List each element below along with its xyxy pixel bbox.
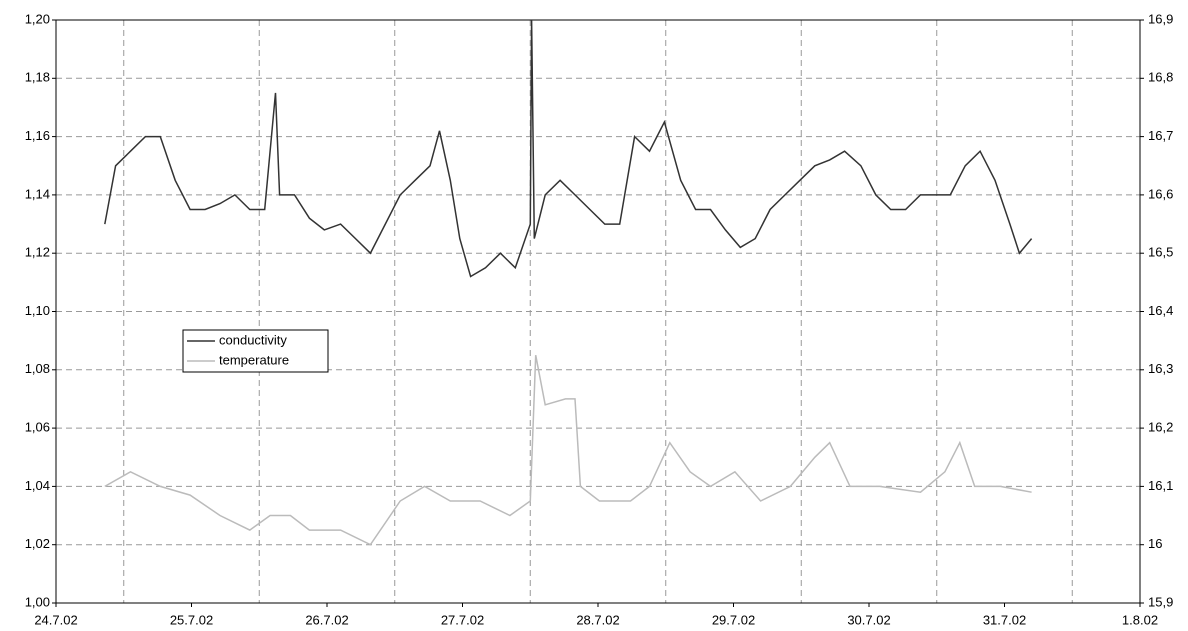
data-line: [104, 355, 1032, 546]
y2-tick-label: 16,5: [1148, 245, 1173, 260]
y2-tick-label: 16: [1148, 536, 1162, 551]
x-tick-label: 1.8.02: [1122, 612, 1158, 627]
y2-tick-label: 16,4: [1148, 303, 1173, 318]
y-tick-label: 1,12: [25, 245, 50, 260]
y-tick-label: 1,02: [25, 536, 50, 551]
y2-tick-label: 16,9: [1148, 11, 1173, 26]
x-tick-label: 30.7.02: [847, 612, 890, 627]
y-tick-label: 1,20: [25, 11, 50, 26]
y-tick-label: 1,10: [25, 303, 50, 318]
y2-tick-label: 16,2: [1148, 420, 1173, 435]
x-tick-label: 24.7.02: [34, 612, 77, 627]
y2-tick-label: 16,7: [1148, 128, 1173, 143]
y2-tick-label: 16,1: [1148, 478, 1173, 493]
plot-frame: [55, 19, 1141, 604]
y2-tick-label: 16,3: [1148, 361, 1173, 376]
x-tick-label: 29.7.02: [712, 612, 755, 627]
x-tick-label: 25.7.02: [170, 612, 213, 627]
x-tick-label: 26.7.02: [305, 612, 348, 627]
legend-label: conductivity: [219, 332, 287, 347]
legend-label: temperature: [219, 352, 289, 367]
y-tick-label: 1,00: [25, 594, 50, 609]
legend-box: [182, 329, 329, 373]
y2-tick-label: 16,8: [1148, 70, 1173, 85]
y-tick-label: 1,04: [25, 478, 50, 493]
x-tick-label: 31.7.02: [983, 612, 1026, 627]
y2-tick-label: 16,6: [1148, 186, 1173, 201]
x-tick-label: 27.7.02: [441, 612, 484, 627]
y-tick-label: 1,08: [25, 361, 50, 376]
x-tick-label: 28.7.02: [576, 612, 619, 627]
data-line: [104, 19, 1033, 278]
y-tick-label: 1,16: [25, 128, 50, 143]
y-tick-label: 1,14: [25, 186, 50, 201]
y2-tick-label: 15,9: [1148, 594, 1173, 609]
y-tick-label: 1,06: [25, 420, 50, 435]
y-tick-label: 1,18: [25, 70, 50, 85]
